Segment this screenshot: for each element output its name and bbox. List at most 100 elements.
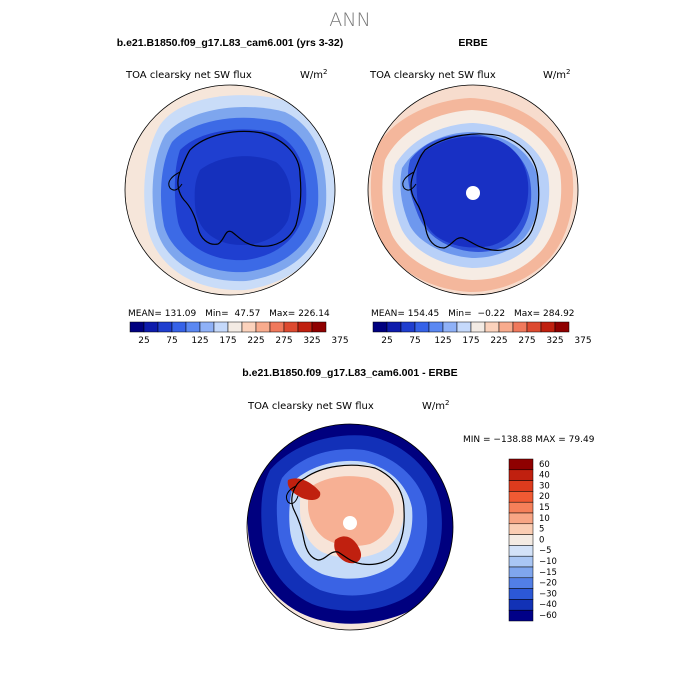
colorbar-swatch — [428, 321, 444, 333]
colorbar-swatch — [442, 321, 458, 333]
colorbar-swatch — [129, 321, 145, 333]
colorbar-model: 25 75 125 175 225 275 325 375 — [129, 321, 349, 346]
panel-model-variable: TOA clearsky net SW flux — [125, 70, 252, 81]
colorbar-swatch — [508, 501, 534, 514]
panel-diff: b.e21.B1850.f09_g17.L83_cam6.001 - ERBE … — [242, 367, 595, 631]
colorbar-swatch — [526, 321, 542, 333]
panel-diff-units: W/m2 — [422, 399, 449, 412]
colorbar-swatch — [241, 321, 257, 333]
colorbar-swatch — [297, 321, 313, 333]
panel-diff-case: b.e21.B1850.f09_g17.L83_cam6.001 - ERBE — [242, 367, 457, 379]
figure-title: ANN — [329, 9, 370, 31]
panel-obs-stats: MEAN= 154.45 Min= −0.22 Max= 284.92 — [371, 309, 575, 319]
colorbar-tick-label: −10 — [539, 557, 557, 567]
colorbar-tick-label: −5 — [539, 546, 552, 556]
colorbar-swatch — [508, 523, 534, 535]
colorbar-swatch — [456, 321, 472, 333]
colorbar-swatch — [508, 469, 534, 481]
colorbar-swatch — [213, 321, 229, 333]
colorbar-tick-label: 20 — [539, 492, 550, 502]
colorbar-swatch — [171, 321, 187, 333]
panel-diff-variable: TOA clearsky net SW flux — [247, 401, 374, 412]
colorbar-tick-label: 375 — [574, 336, 591, 346]
colorbar-swatch — [508, 480, 534, 492]
colorbar-tick-label: 25 — [138, 336, 149, 346]
map-model — [125, 85, 335, 295]
colorbar-swatch — [372, 321, 388, 333]
panel-model: b.e21.B1850.f09_g17.L83_cam6.001 (yrs 3-… — [117, 37, 349, 346]
panel-model-stats: MEAN= 131.09 Min= 47.57 Max= 226.14 — [128, 309, 330, 319]
colorbar-swatch — [508, 545, 534, 557]
colorbar-tick-label: 60 — [539, 460, 550, 470]
colorbar-tick-label: 225 — [490, 336, 507, 346]
colorbar-tick-label: 375 — [331, 336, 348, 346]
colorbar-swatch — [185, 321, 201, 333]
colorbar-swatch — [554, 321, 570, 333]
colorbar-tick-label: 175 — [219, 336, 236, 346]
colorbar-swatch — [311, 321, 327, 333]
panel-model-case: b.e21.B1850.f09_g17.L83_cam6.001 (yrs 3-… — [117, 37, 343, 49]
colorbar-tick-label: 10 — [539, 514, 550, 524]
colorbar-tick-label: −40 — [539, 600, 557, 610]
colorbar-swatch — [227, 321, 243, 333]
colorbar-tick-label: 325 — [303, 336, 320, 346]
colorbar-swatch — [508, 491, 534, 503]
colorbar-tick-label: 25 — [381, 336, 392, 346]
panel-model-units: W/m2 — [300, 68, 327, 81]
colorbar-swatch — [386, 321, 402, 333]
colorbar-swatch — [508, 555, 534, 568]
colorbar-swatch — [199, 321, 215, 333]
colorbar-tick-label: 125 — [191, 336, 208, 346]
colorbar-tick-label: 30 — [539, 481, 550, 491]
colorbar-swatch — [508, 588, 534, 600]
colorbar-swatch — [508, 609, 534, 622]
colorbar-tick-label: 15 — [539, 503, 550, 513]
colorbar-swatch — [498, 321, 514, 333]
colorbar-swatch — [283, 321, 299, 333]
colorbar-tick-label: 5 — [539, 525, 544, 535]
map-model-boundary — [124, 84, 336, 296]
colorbar-swatch — [508, 577, 534, 589]
colorbar-swatch — [508, 458, 534, 471]
panel-obs: ERBE TOA clearsky net SW flux W/m2 MEAN=… — [367, 37, 592, 346]
colorbar-tick-label: −20 — [539, 579, 557, 589]
colorbar-swatch — [508, 566, 534, 579]
colorbar-swatch — [508, 512, 534, 525]
colorbar-obs: 25 75 125 175 225 275 325 375 — [372, 321, 592, 346]
colorbar-tick-label: −60 — [539, 611, 557, 621]
panel-obs-units: W/m2 — [543, 68, 570, 81]
map-diff — [247, 424, 453, 630]
colorbar-tick-label: 125 — [434, 336, 451, 346]
colorbar-tick-label: 0 — [539, 535, 544, 545]
colorbar-swatch — [157, 321, 173, 333]
panel-obs-case: ERBE — [458, 37, 487, 49]
colorbar-tick-label: 75 — [409, 336, 420, 346]
colorbar-tick-label: 275 — [518, 336, 535, 346]
colorbar-swatch — [255, 321, 271, 333]
colorbar-tick-label: 40 — [539, 471, 550, 481]
colorbar-swatch — [540, 321, 556, 333]
panel-obs-variable: TOA clearsky net SW flux — [369, 70, 496, 81]
colorbar-tick-label: −15 — [539, 568, 557, 578]
colorbar-tick-label: 225 — [247, 336, 264, 346]
colorbar-swatch — [269, 321, 285, 333]
colorbar-swatch — [470, 321, 486, 333]
panel-diff-minmax: MIN = −138.88 MAX = 79.49 — [463, 435, 595, 445]
colorbar-tick-label: 175 — [462, 336, 479, 346]
colorbar-tick-label: 325 — [546, 336, 563, 346]
colorbar-swatch — [143, 321, 159, 333]
map-obs-boundary — [367, 84, 579, 296]
colorbar-swatch — [484, 321, 500, 333]
colorbar-swatch — [508, 534, 534, 546]
colorbar-swatch — [414, 321, 430, 333]
colorbar-tick-label: 75 — [166, 336, 177, 346]
colorbar-swatch — [400, 321, 416, 333]
colorbar-swatch — [508, 599, 534, 611]
map-diff-boundary — [246, 423, 454, 631]
colorbar-tick-label: −30 — [539, 589, 557, 599]
colorbar-swatch — [512, 321, 528, 333]
map-obs — [368, 85, 578, 295]
colorbar-tick-label: 275 — [275, 336, 292, 346]
